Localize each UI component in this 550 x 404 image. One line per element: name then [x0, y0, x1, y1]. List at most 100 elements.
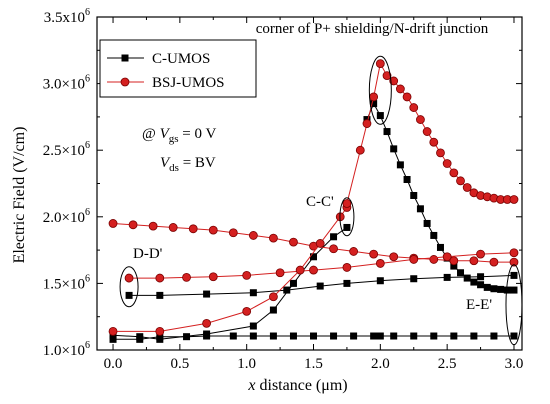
data-point-square [330, 233, 338, 241]
data-point-circle [315, 239, 325, 248]
data-point-circle [182, 273, 191, 282]
data-point-square [436, 243, 444, 251]
data-point-circle [369, 92, 379, 102]
data-point-square [497, 285, 505, 293]
ellipse-ee [505, 264, 523, 346]
series-bsj-umos [108, 59, 519, 336]
y-tick-label: 2.0×106 [43, 207, 90, 226]
data-point-square [183, 333, 191, 341]
data-point-square [316, 282, 324, 290]
data-point-square [310, 253, 318, 261]
data-point-square [416, 205, 424, 213]
data-point-square [490, 285, 498, 293]
x-axis-ticks: 0.0 0.5 1.0 1.5 2.0 2.5 3.0 [104, 17, 524, 372]
data-point-square [376, 332, 384, 340]
x-tick-label: 0.0 [104, 356, 123, 372]
annotation-cc: C-C' [306, 194, 334, 210]
ellipse-peak [368, 55, 392, 125]
data-point-circle [362, 119, 372, 128]
data-point-circle [242, 306, 252, 316]
annotation-dd: D-D' [133, 246, 163, 262]
series-c-umos [109, 100, 518, 343]
data-point-circle [124, 273, 134, 283]
data-point-square [330, 332, 338, 340]
annotation-corner: corner of P+ shielding/N-drift junction [256, 21, 489, 37]
data-point-circle [369, 249, 379, 259]
data-point-square [269, 306, 277, 314]
data-point-circle [269, 292, 278, 302]
data-point-square [229, 332, 237, 340]
data-point-square [376, 112, 384, 120]
data-point-circle [449, 168, 459, 178]
data-point-square [410, 275, 418, 283]
data-point-square [477, 273, 485, 281]
data-point-circle [108, 326, 118, 336]
data-point-circle [202, 318, 211, 328]
y-tick-label: 2.5×106 [43, 140, 90, 159]
data-point-square [109, 335, 117, 343]
y-tick-label: 1.0×106 [43, 340, 90, 359]
y-axis-title: Electric Field (V/cm) [11, 127, 28, 264]
data-point-circle [409, 255, 419, 264]
data-point-circle [442, 252, 452, 262]
data-point-circle [309, 265, 318, 275]
data-point-square [136, 335, 144, 343]
data-point-square [510, 286, 518, 294]
data-point-square [249, 289, 257, 297]
data-point-circle [469, 256, 479, 266]
data-point-square [249, 322, 257, 330]
data-point-square [376, 277, 384, 285]
data-point-circle [509, 248, 519, 258]
data-point-circle [382, 71, 392, 81]
data-point-square [470, 278, 478, 286]
data-point-square [269, 332, 277, 340]
legend-box [99, 39, 257, 98]
data-point-square [483, 283, 491, 291]
data-point-circle [509, 195, 519, 204]
data-point-square [396, 161, 404, 169]
series-layer [108, 59, 519, 343]
data-point-square [156, 291, 164, 299]
data-point-circle [409, 103, 419, 112]
data-point-square [423, 219, 431, 227]
data-point-square [370, 100, 378, 108]
y-axis-ticks: 1.0×106 1.5×106 2.0×106 2.5×106 3.0×106 3.5x1… [43, 7, 522, 359]
x-tick-label: 3.0 [505, 356, 524, 372]
data-point-circle [375, 59, 385, 69]
data-point-square [410, 332, 418, 340]
legend-marker-square [121, 54, 129, 62]
data-point-square [503, 286, 511, 294]
data-point-circle [208, 272, 218, 282]
annotation-ellipses [119, 55, 523, 346]
data-point-square [343, 223, 351, 231]
data-point-square [390, 332, 398, 340]
data-point-circle [188, 224, 198, 234]
data-point-circle [422, 127, 432, 136]
data-point-circle [155, 326, 165, 336]
y-tick-label: 3.5x106 [44, 7, 90, 26]
data-point-square [350, 332, 358, 340]
ellipse-cc [339, 197, 355, 237]
data-point-circle [289, 237, 298, 247]
data-point-circle [489, 257, 499, 267]
data-point-circle [248, 231, 258, 240]
annotation-ee: E-E' [466, 297, 492, 313]
data-point-circle [349, 247, 359, 256]
data-point-square [283, 286, 291, 294]
data-point-square [510, 332, 518, 340]
data-point-circle [295, 265, 305, 275]
data-point-square [490, 332, 498, 340]
legend-entry-c-umos: C-UMOS [107, 51, 210, 67]
data-point-circle [128, 220, 138, 230]
data-point-circle [208, 225, 218, 235]
x-tick-label: 1.5 [304, 356, 323, 372]
series-line [129, 274, 515, 296]
data-point-circle [456, 176, 465, 186]
data-point-square [390, 145, 398, 153]
data-point-square [510, 271, 518, 279]
data-point-square [203, 290, 211, 298]
data-point-circle [389, 76, 399, 86]
y-tick-label: 1.5×106 [43, 273, 90, 292]
data-point-circle [509, 257, 519, 267]
data-point-square [430, 231, 438, 239]
